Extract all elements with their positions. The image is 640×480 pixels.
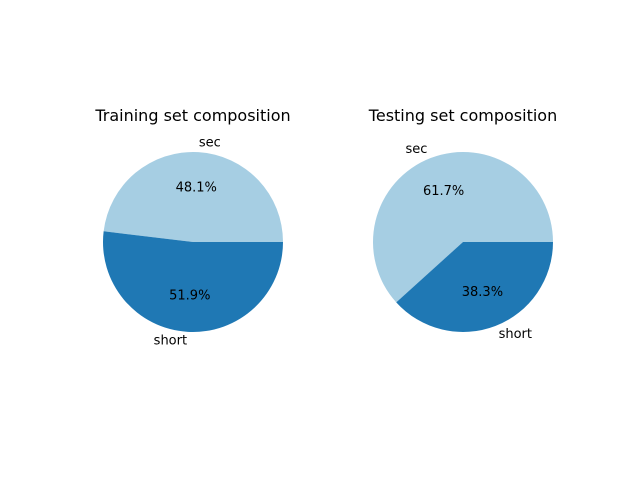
training-pct-short: 51.9% [169,288,210,303]
testing-label-short: short [499,327,532,342]
training-slices [103,151,283,332]
training-chart-title: Training set composition [94,106,290,125]
training-label-short: short [154,333,187,348]
testing-chart-title: Testing set composition [368,106,557,125]
training-label-sec: sec [199,136,221,151]
training-slice-short [103,231,283,332]
testing-labels: sec 61.7% short 38.3% [405,142,532,342]
testing-label-sec: sec [405,142,427,157]
testing-slices [373,152,553,333]
testing-slice-sec [373,152,553,303]
testing-pct-sec: 61.7% [423,184,464,199]
training-slice-sec [103,151,283,242]
testing-slice-short [396,242,553,333]
testing-pie-chart: Testing set composition sec 61.7% short 38.… [368,106,557,342]
training-pie-chart: Training set composition sec 48.1% short 51… [94,106,290,348]
training-pct-sec: 48.1% [176,181,217,196]
training-labels: sec 48.1% short 51.9% [154,136,221,349]
testing-pct-short: 38.3% [462,285,503,300]
